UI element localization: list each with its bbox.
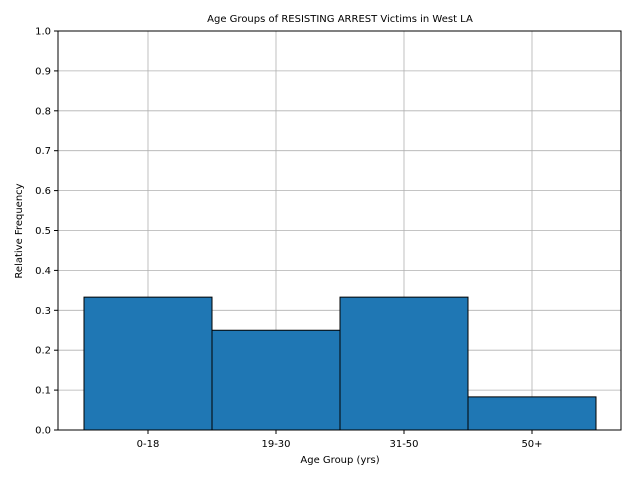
y-tick-label: 0.1: [35, 386, 51, 397]
x-tick-label: 50+: [521, 439, 542, 450]
y-tick-label: 0.7: [35, 146, 51, 157]
x-tick-label: 19-30: [261, 439, 290, 450]
bars: [83, 296, 597, 431]
y-axis-ticks: 0.0 0.1 0.2 0.3 0.4 0.5 0.6 0.7 0.8 0.9 1.0: [35, 27, 58, 437]
bar-0-18: [83, 296, 213, 431]
y-tick-label: 0.6: [35, 186, 51, 197]
bar-50+: [467, 396, 597, 431]
y-tick-label: 0.5: [35, 226, 51, 237]
y-tick-label: 1.0: [35, 27, 51, 38]
bar-31-50: [339, 296, 469, 431]
y-tick-label: 0.4: [35, 266, 51, 277]
bar-19-30: [211, 329, 341, 431]
x-axis-ticks: 0-18 19-30 31-50 50+: [137, 430, 543, 450]
x-tick-label: 31-50: [389, 439, 418, 450]
chart-title: Age Groups of RESISTING ARREST Victims i…: [207, 14, 473, 25]
x-axis-label: Age Group (yrs): [300, 455, 379, 466]
y-tick-label: 0.3: [35, 306, 51, 317]
y-tick-label: 0.9: [35, 66, 51, 77]
y-tick-label: 0.2: [35, 346, 51, 357]
x-tick-label: 0-18: [137, 439, 160, 450]
y-tick-label: 0.8: [35, 106, 51, 117]
y-tick-label: 0.0: [35, 426, 51, 437]
y-axis-label: Relative Frequency: [14, 183, 25, 278]
